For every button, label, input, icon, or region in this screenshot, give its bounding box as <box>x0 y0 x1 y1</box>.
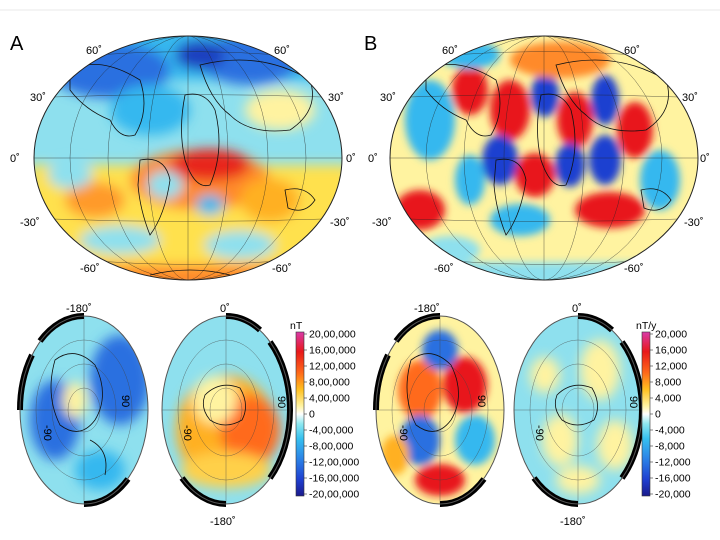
map-a-lat-60-left: 60˚ <box>86 45 102 57</box>
colorbar-tick-label: -20,00,000 <box>309 489 359 501</box>
map-b-lat-30-right: 30˚ <box>682 92 698 104</box>
polar-a-north-top-label: -180˚ <box>66 303 92 315</box>
map-a-lat-m60-right: -60˚ <box>272 263 292 275</box>
polar-map-b-north: -180˚ -90 90 <box>372 303 505 508</box>
colorbar-a-ticks: 20,00,000 16,00,000 12,00,000 8,00,000 4,00,… <box>304 329 359 501</box>
map-a-lat-m30-left: -30˚ <box>20 217 40 229</box>
map-b-lat-30-left: 30˚ <box>380 92 396 104</box>
colorbar-tick-label: 4,00,000 <box>309 393 350 405</box>
colorbar-tick-label: 8,00,000 <box>309 377 350 389</box>
map-b-lat-m60-left: -60˚ <box>434 263 454 275</box>
polar-a-south-right-label: 90 <box>275 396 287 408</box>
colorbar-a: nT 20,00,000 16,00,000 12,00,000 8,00,000 4,… <box>290 320 359 501</box>
polar-a-south-bottom-label: -180˚ <box>210 516 236 528</box>
map-a-lat-m60-left: -60˚ <box>80 263 100 275</box>
colorbar-tick-label: 20,00,000 <box>309 329 356 341</box>
polar-map-b-south: 0˚ -180˚ -90 90 <box>513 303 645 528</box>
colorbar-tick-label: 16,000 <box>655 345 687 357</box>
colorbar-tick-label: 0 <box>309 409 315 421</box>
colorbar-b-unit: nT/y <box>636 320 657 332</box>
map-a-lat-m30-right: -30˚ <box>330 217 350 229</box>
map-b-lat-m30-left: -30˚ <box>372 217 392 229</box>
colorbar-tick-label: 16,00,000 <box>309 345 356 357</box>
map-a-lat-30-left: 30˚ <box>30 92 46 104</box>
map-b-lat-m30-right: -30˚ <box>684 217 704 229</box>
map-a-lat-0-left: 0˚ <box>10 153 20 165</box>
polar-b-north-right-label: 90 <box>475 395 487 407</box>
polar-b-south-right-label: 90 <box>627 396 639 408</box>
polar-a-north-left-label: -90 <box>41 425 53 441</box>
colorbar-tick-label: 12,00,000 <box>309 361 356 373</box>
map-a-lat-60-right: 60˚ <box>274 45 290 57</box>
colorbar-tick-label: -16,00,000 <box>309 473 359 485</box>
colorbar-b: nT/y 20,000 16,000 12,000 8,000 4,000 0 -4,000… <box>636 320 691 501</box>
colorbar-b-ticks: 20,000 16,000 12,000 8,000 4,000 0 -4,000 -8,00… <box>650 329 691 501</box>
colorbar-tick-label: 0 <box>655 409 661 421</box>
polar-b-south-top-label: 0˚ <box>572 303 582 315</box>
colorbar-tick-label: -12,000 <box>655 457 691 469</box>
map-a-lat-0-right: 0˚ <box>346 153 356 165</box>
colorbar-a-gradient <box>295 331 305 497</box>
colorbar-tick-label: 8,000 <box>655 377 681 389</box>
colorbar-tick-label: -4,00,000 <box>309 425 354 437</box>
polar-map-a-south: 0˚ -180˚ -90 90 <box>161 303 293 528</box>
map-a-lat-30-right: 30˚ <box>328 92 344 104</box>
panel-label-b: B <box>364 33 377 55</box>
global-map-a: 60˚ 60˚ 30˚ 30˚ 0˚ 0˚ -30˚ -30˚ -60˚ -60… <box>10 35 356 281</box>
colorbar-tick-label: -8,00,000 <box>309 441 354 453</box>
map-b-lat-0-right: 0˚ <box>700 153 710 165</box>
colorbar-tick-label: 12,000 <box>655 361 687 373</box>
polar-a-south-top-label: 0˚ <box>220 303 230 315</box>
colorbar-b-gradient <box>641 331 651 497</box>
polar-b-south-bottom-label: -180˚ <box>560 516 586 528</box>
polar-a-south-left-label: -90 <box>181 425 193 441</box>
colorbar-tick-label: -4,000 <box>655 425 685 437</box>
panel-label-a: A <box>10 33 24 55</box>
global-map-b: 60˚ 60˚ 30˚ 30˚ 0˚ 0˚ -30˚ -30˚ -60˚ -60… <box>368 35 710 281</box>
polar-map-a-north: -180˚ -90 90 <box>16 303 149 508</box>
colorbar-tick-label: -16,000 <box>655 473 691 485</box>
map-b-lat-m60-right: -60˚ <box>624 263 644 275</box>
map-b-lat-0-left: 0˚ <box>368 153 378 165</box>
polar-b-south-left-label: -90 <box>533 425 545 441</box>
map-b-lat-60-right: 60˚ <box>624 45 640 57</box>
colorbar-tick-label: 4,000 <box>655 393 681 405</box>
map-b-lat-60-left: 60˚ <box>442 45 458 57</box>
colorbar-a-unit: nT <box>290 320 303 332</box>
colorbar-tick-label: 20,000 <box>655 329 687 341</box>
polar-b-north-left-label: -90 <box>397 425 409 441</box>
colorbar-tick-label: -20,000 <box>655 489 691 501</box>
polar-a-north-right-label: 90 <box>119 395 131 407</box>
polar-b-north-top-label: -180˚ <box>414 303 440 315</box>
colorbar-tick-label: -12,00,000 <box>309 457 359 469</box>
colorbar-tick-label: -8,000 <box>655 441 685 453</box>
